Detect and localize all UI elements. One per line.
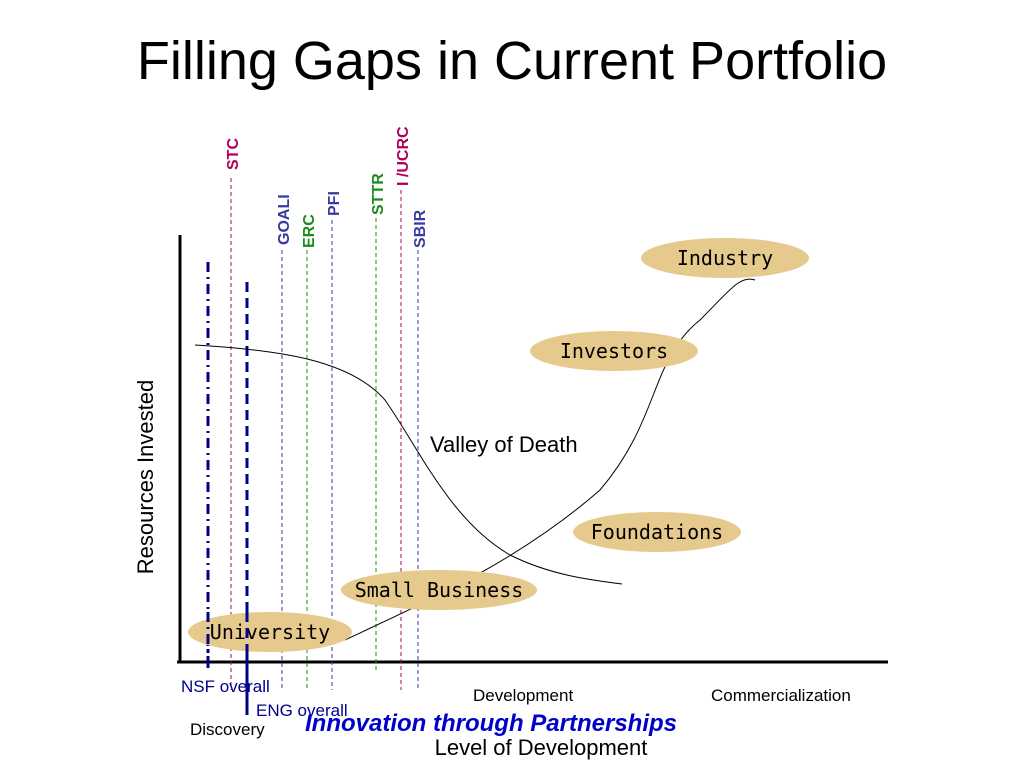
industry-label: Industry [677, 246, 773, 270]
stage-commercialization: Commercialization [711, 686, 851, 705]
goali-label: GOALI [276, 194, 293, 245]
resources-curve [194, 344, 623, 585]
stage-development: Development [473, 686, 573, 705]
pfi-label: PFI [326, 191, 343, 216]
investors-ellipse [530, 331, 698, 371]
investors-label: Investors [560, 339, 668, 363]
y-axis-label: Resources Invested [133, 380, 158, 574]
industry-ellipse [641, 238, 809, 278]
small-business-label: Small Business [355, 578, 524, 602]
x-axis-label: Level of Development [435, 735, 648, 760]
foundations-label: Foundations [591, 520, 723, 544]
university-label: University [210, 620, 330, 644]
stage-discovery: Discovery [190, 720, 265, 739]
small-business-ellipse [341, 570, 537, 610]
stc-label: STC [225, 138, 242, 170]
subtitle: Innovation through Partnerships [305, 710, 677, 737]
erc-label: ERC [301, 214, 318, 248]
iucrc-label: I /UCRC [395, 126, 412, 186]
university-ellipse [188, 612, 352, 652]
sttr-label: STTR [370, 173, 387, 215]
valley-of-death-label: Valley of Death [430, 432, 578, 457]
sbir-label: SBIR [412, 209, 429, 248]
eng-overall-label: ENG overall [256, 701, 348, 720]
page-title: Filling Gaps in Current Portfolio [136, 31, 888, 91]
foundations-ellipse [573, 512, 741, 552]
nsf-overall-label: NSF overall [181, 677, 270, 696]
